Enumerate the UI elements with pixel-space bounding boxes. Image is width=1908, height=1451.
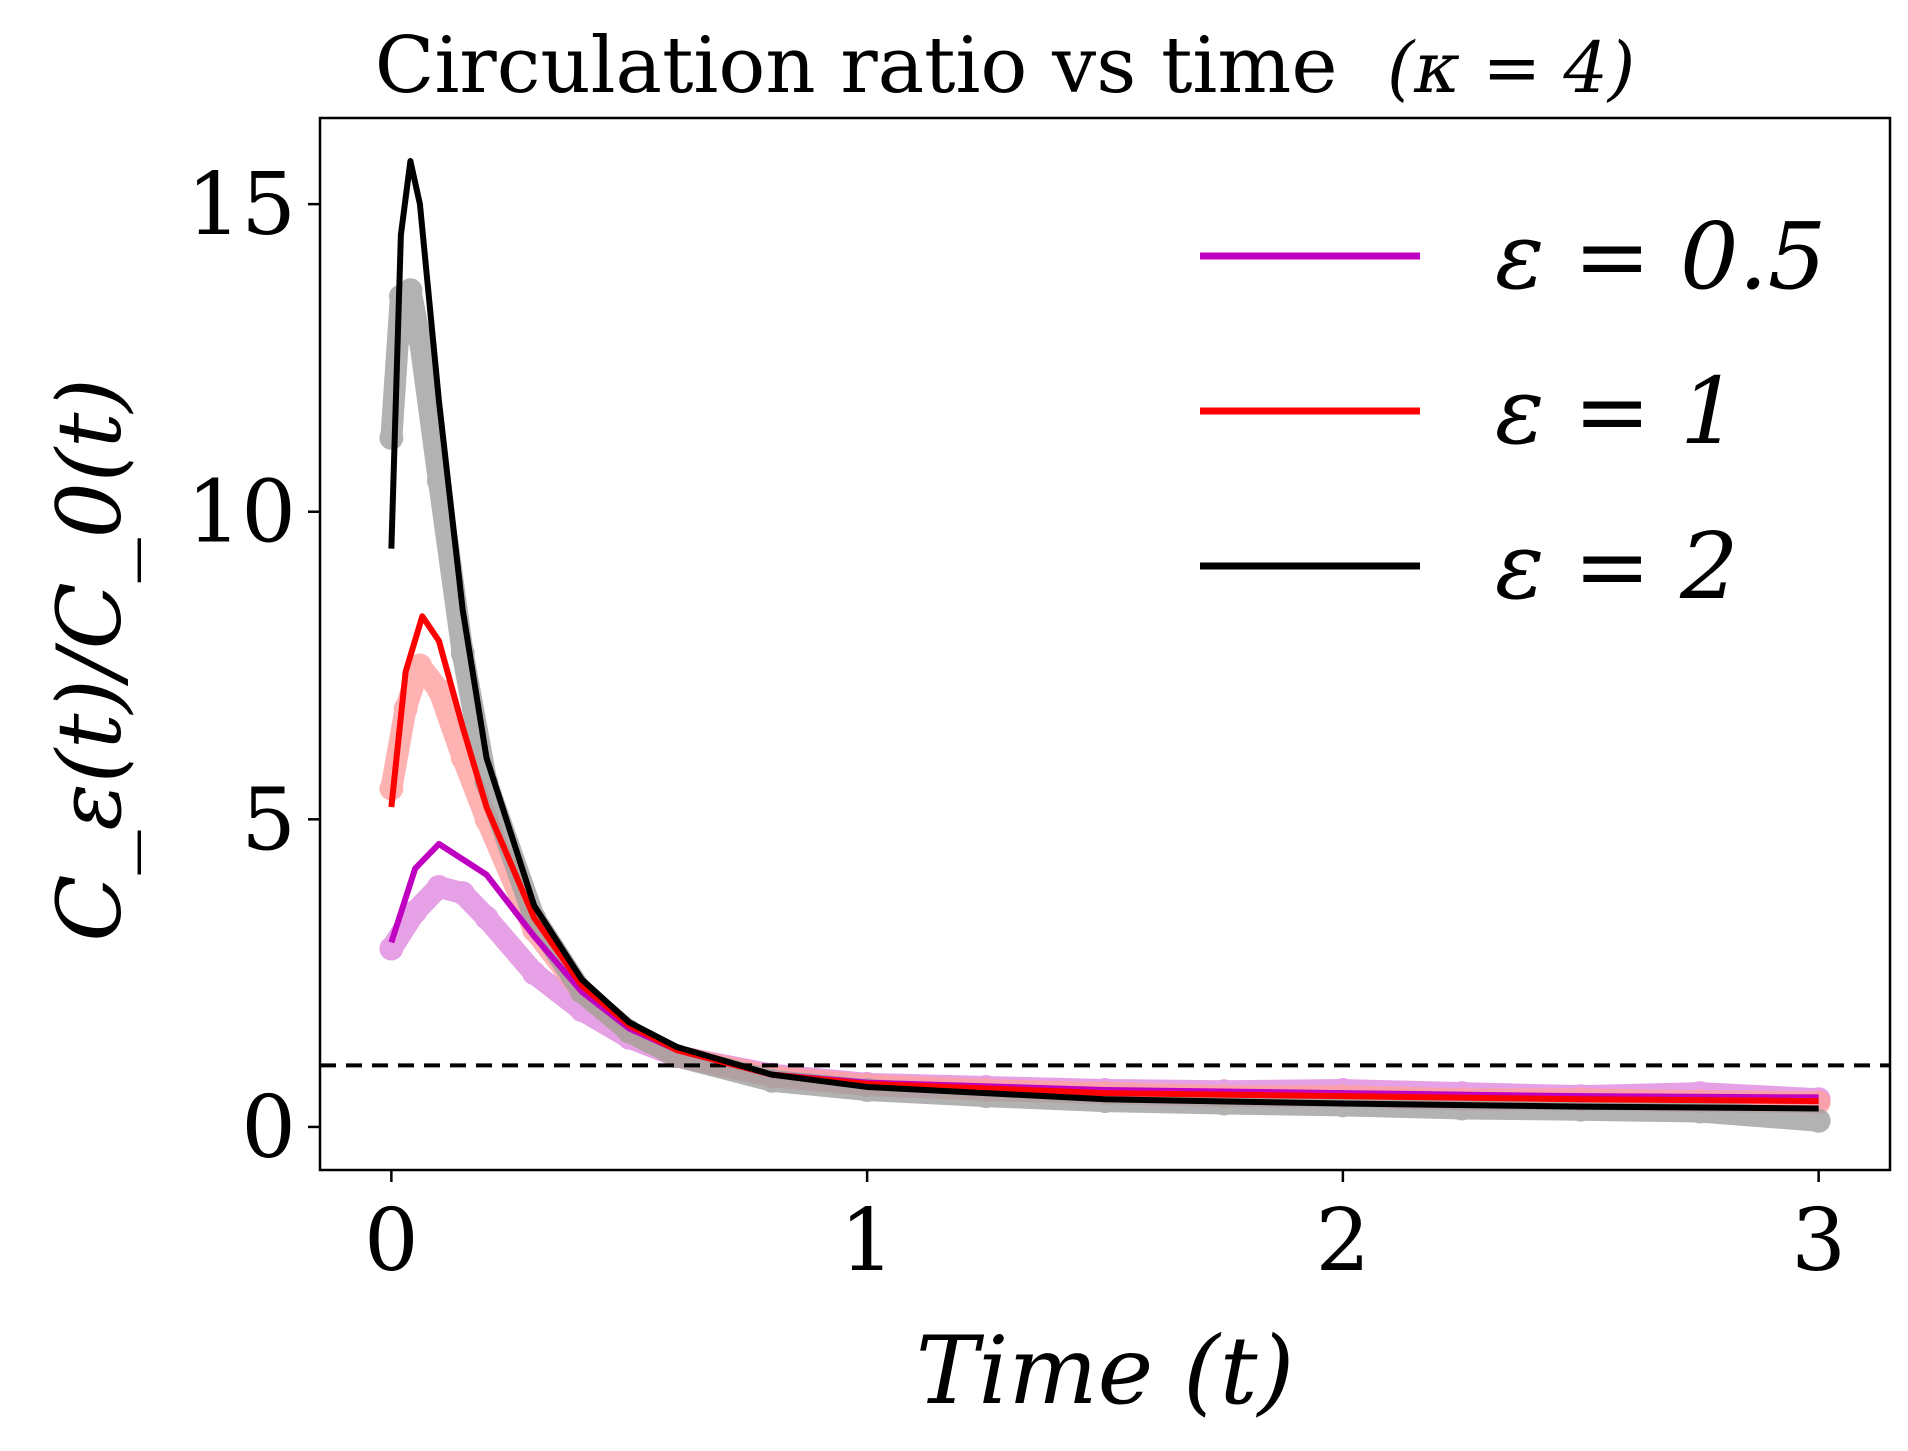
scatter-band: [380, 654, 1830, 1114]
x-axis: 0 1 2 3: [364, 1170, 1846, 1291]
chart-title: Circulation ratio vs time (κ = 4): [375, 21, 1635, 111]
scatter-point: [426, 875, 451, 900]
fit-line-0: [388, 840, 1819, 1101]
legend-label-2: ε = 2: [1495, 513, 1738, 620]
scatter-point: [407, 653, 432, 678]
x-tick-label: 0: [364, 1191, 419, 1291]
scatter-point: [426, 678, 451, 703]
scatter-point: [407, 327, 432, 352]
legend-label-0: ε = 0.5: [1495, 203, 1826, 310]
scatter-point: [379, 936, 404, 961]
plot-area: [320, 158, 1890, 1133]
y-tick-label: 15: [187, 155, 296, 255]
legend: ε = 0.5 ε = 1 ε = 2: [1200, 203, 1826, 620]
legend-label-1: ε = 1: [1495, 358, 1738, 465]
svg-text:Circulation ratio vs time: Circulation ratio vs time (κ = 4): [375, 21, 1635, 111]
y-axis-label: C_ε(t)/C_0(t): [38, 378, 141, 942]
title-annotation: (κ = 4): [1387, 27, 1635, 109]
title-text: Circulation ratio vs time: [375, 21, 1338, 111]
x-axis-label: Time (t): [916, 1317, 1295, 1426]
y-tick-label: 0: [241, 1078, 296, 1178]
scatter-point: [474, 905, 499, 930]
fit-line-2: [388, 158, 1819, 1112]
scatter-point: [522, 961, 547, 986]
fit-line-1: [388, 613, 1819, 1105]
scatter-series-1: [379, 653, 1831, 1115]
axes-frame: [318, 116, 1892, 1172]
scatter-point: [450, 881, 475, 906]
x-tick-label: 3: [1791, 1191, 1846, 1291]
scatter-point: [403, 899, 428, 924]
scatter-point: [1806, 1108, 1831, 1133]
y-tick-label: 5: [241, 770, 296, 870]
x-tick-label: 2: [1316, 1191, 1371, 1291]
y-tick-label: 10: [187, 463, 296, 563]
y-axis: 0 5 10 15: [187, 155, 320, 1178]
scatter-point: [398, 278, 423, 303]
scatter-point: [379, 425, 404, 450]
x-tick-label: 1: [840, 1191, 895, 1291]
